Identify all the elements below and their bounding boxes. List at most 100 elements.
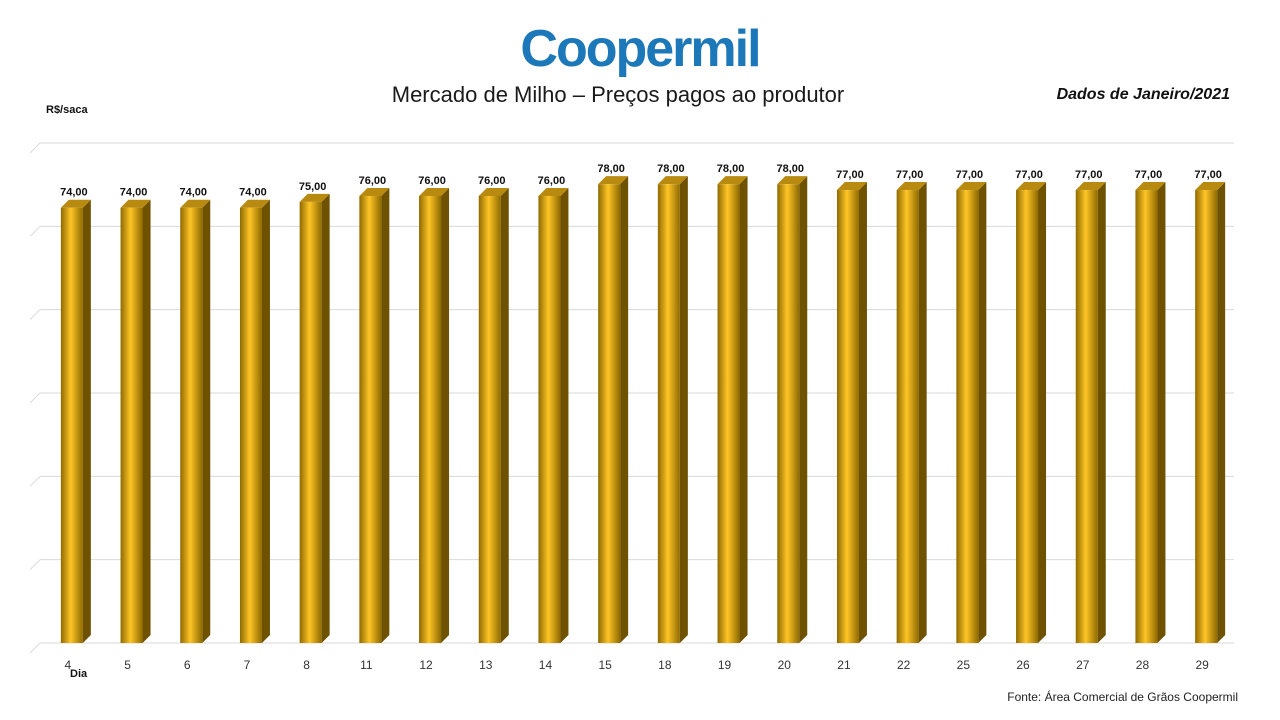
x-tick-label: 15	[598, 658, 612, 672]
bar-side	[858, 182, 867, 643]
bar-front	[657, 184, 680, 644]
gridline-depth	[29, 392, 41, 404]
bar-front	[956, 190, 979, 643]
x-tick-label: 8	[303, 658, 310, 672]
x-tick-label: 21	[837, 658, 851, 672]
bars	[60, 176, 1226, 644]
data-label: 78,00	[776, 163, 804, 175]
data-labels: 74,00 74,00 74,00 74,00 75,00 76,00 76,00 76,00…	[60, 163, 1222, 199]
bar-top	[359, 187, 390, 196]
bar-side	[978, 182, 987, 643]
bar-top	[299, 193, 330, 202]
x-tick-label: 13	[479, 658, 493, 672]
bar-front	[717, 184, 740, 644]
bar-top	[1016, 182, 1047, 191]
bar-side	[918, 182, 927, 643]
bar	[538, 187, 569, 644]
bar-top	[777, 176, 808, 185]
data-label: 75,00	[299, 181, 327, 193]
x-tick-label: 26	[1016, 658, 1030, 672]
bar-front	[896, 190, 919, 643]
x-tick-label: 12	[419, 658, 433, 672]
bar-top	[1135, 182, 1166, 191]
x-tick-label: 4	[65, 658, 72, 672]
data-label: 76,00	[359, 175, 387, 187]
bar-side	[202, 199, 211, 644]
gridlines	[29, 142, 1234, 654]
data-label: 74,00	[120, 187, 148, 199]
data-label: 76,00	[538, 175, 566, 187]
bar-side	[1157, 182, 1166, 643]
bar-front	[777, 184, 800, 644]
bar-top	[836, 182, 867, 191]
bar-side	[739, 176, 748, 644]
bar-front	[1075, 190, 1098, 643]
data-label: 76,00	[418, 175, 446, 187]
data-label: 77,00	[1015, 169, 1043, 181]
gridline-depth	[29, 225, 41, 237]
x-tick-label: 11	[360, 658, 373, 672]
gridline-depth	[29, 559, 41, 571]
bar-top	[717, 176, 748, 185]
bar-top	[180, 199, 211, 208]
bar-top	[1195, 182, 1226, 191]
bar	[1016, 182, 1047, 643]
bar-top	[60, 199, 91, 208]
bar-top	[478, 187, 509, 196]
x-tick-label: 14	[539, 658, 553, 672]
data-label: 74,00	[179, 187, 207, 199]
bar	[1075, 182, 1106, 643]
bar-front	[419, 195, 442, 644]
coopermil-logo: Coopermil	[0, 14, 1280, 84]
bar-front	[598, 184, 621, 644]
chart-subtitle: Dados de Janeiro/2021	[1056, 86, 1230, 103]
x-tick-label: 29	[1195, 658, 1209, 672]
x-tick-label: 18	[658, 658, 672, 672]
bar-front	[120, 207, 143, 644]
bar	[299, 193, 330, 643]
bar-side	[1038, 182, 1047, 643]
bar-top	[657, 176, 688, 185]
data-label: 78,00	[657, 163, 685, 175]
gridline-depth	[29, 475, 41, 487]
gridline-depth	[29, 309, 41, 321]
bar-side	[441, 187, 450, 644]
bar	[836, 182, 867, 643]
data-label: 78,00	[597, 163, 625, 175]
bar-front	[239, 207, 262, 644]
bar-top	[120, 199, 151, 208]
bar-front	[538, 195, 561, 644]
bar-side	[142, 199, 151, 644]
bar	[956, 182, 987, 643]
bar-front	[478, 195, 501, 644]
bar	[359, 187, 390, 644]
bar-side	[1097, 182, 1106, 643]
bar-top	[598, 176, 629, 185]
bar-top	[419, 187, 450, 196]
x-axis-label: Dia	[70, 668, 88, 680]
data-label: 76,00	[478, 175, 506, 187]
x-tick-label: 20	[778, 658, 792, 672]
bar	[717, 176, 748, 644]
data-label: 77,00	[896, 169, 924, 181]
x-tick-label: 27	[1076, 658, 1090, 672]
bar	[896, 182, 927, 643]
bar-top	[1075, 182, 1106, 191]
bar-front	[1135, 190, 1158, 643]
bar-front	[1016, 190, 1039, 643]
bar-top	[239, 199, 270, 208]
bar-side	[620, 176, 629, 644]
x-tick-label: 6	[184, 658, 191, 672]
bar-side	[321, 193, 330, 643]
bar-side	[381, 187, 390, 644]
bar-side	[1217, 182, 1226, 643]
bar-side	[679, 176, 688, 644]
data-label: 77,00	[836, 169, 864, 181]
x-tick-label: 22	[897, 658, 911, 672]
bar-side	[560, 187, 569, 644]
bar-front	[299, 201, 322, 643]
data-label: 74,00	[239, 187, 267, 199]
bar-front	[836, 190, 859, 643]
bar-top	[538, 187, 569, 196]
